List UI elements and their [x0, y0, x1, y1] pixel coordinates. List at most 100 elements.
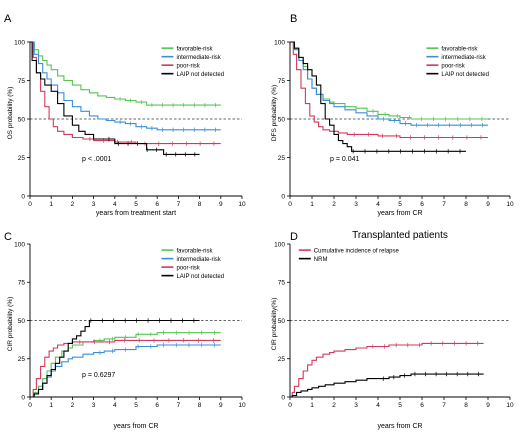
panel-c-x-tick-label: 3	[92, 402, 96, 409]
panel-a-x-tick-label: 9	[219, 201, 223, 208]
panel-c-x-tick-label: 6	[155, 402, 159, 409]
panel-c-y-tick-label: 50	[18, 318, 26, 325]
panel-b-x-tick-label: 10	[506, 201, 514, 208]
panel-a-legend-label: poor-risk	[176, 63, 200, 69]
panel-b-x-tick-label: 2	[332, 201, 336, 208]
panel-b-ylabel: DFS probability (%)	[271, 85, 278, 141]
panel-d-series	[290, 341, 484, 398]
panel-b-x-tick-label: 0	[288, 201, 292, 208]
panel-d-series-line-0	[290, 342, 484, 398]
panel-a-letter: A	[4, 13, 12, 25]
panel-a-x-tick-label: 8	[198, 201, 202, 208]
panel-c-y-tick-label: 100	[14, 241, 25, 248]
panel-a-xlabel: years from treatment start	[96, 210, 176, 217]
panel-a-series-line-1	[30, 41, 221, 131]
panel-d-ylabel: CIR probability(%)	[271, 298, 278, 351]
panel-a-series-line-0	[30, 41, 221, 106]
panel-b-legend-label: poor-risk	[441, 63, 465, 69]
panel-a-x-tick-label: 4	[113, 201, 117, 208]
panel-c-series-line-2	[30, 339, 221, 398]
panel-b-x-tick-label: 7	[442, 201, 446, 208]
panel-b-series-line-2	[290, 41, 488, 139]
panel-d-x-tick-label: 2	[332, 402, 336, 409]
panel-b-x-tick-label: 4	[376, 201, 380, 208]
panel-c-series-line-0	[30, 332, 221, 398]
panel-c-x-tick-label: 0	[28, 402, 32, 409]
panel-a-y-tick-label: 100	[14, 39, 25, 46]
panel-b-legend-label: LAIP not detected	[441, 72, 489, 78]
panel-b-y-tick-label: 0	[281, 193, 285, 200]
panel-d-legend-label: Cumulative incidence of relapse	[314, 248, 400, 254]
panel-c-legend-label: intermediate-risk	[176, 257, 221, 263]
panel-a-annotation: p < .0001	[82, 156, 111, 163]
panel-d-y-tick-label: 100	[274, 241, 285, 248]
panel-d-y-tick-label: 25	[278, 356, 286, 363]
panel-d-y-tick-label: 0	[281, 394, 285, 401]
panel-c-x-tick-label: 2	[71, 402, 75, 409]
panel-a-x-tick-label: 10	[238, 201, 246, 208]
panel-d-x-tick-label: 7	[442, 402, 446, 409]
panel-d-x-tick-label: 9	[486, 402, 490, 409]
panel-d: D Transplanted patients 0 1 2 3 4 5 6 7 8 9 100255…	[271, 230, 514, 430]
panel-c-ylabel: CIR probability (%)	[7, 297, 14, 352]
panel-b-x-tick-label: 1	[310, 201, 314, 208]
panel-c-series-line-1	[30, 344, 221, 398]
panel-b-x-tick-label: 9	[486, 201, 490, 208]
panel-c-x-tick-label: 8	[198, 402, 202, 409]
panel-c-x-tick-label: 4	[113, 402, 117, 409]
panel-d-legend: Cumulative incidence of relapse NRM	[298, 248, 400, 263]
panel-b-x-tick-label: 6	[420, 201, 424, 208]
panel-d-y-tick-label: 75	[278, 280, 286, 287]
panel-b-series	[290, 41, 488, 154]
panel-c-legend: favorable-risk intermediate-risk poor-risk…	[161, 248, 224, 280]
panel-c-annotation: p = 0.6297	[82, 372, 115, 379]
panel-b-series-line-0	[290, 41, 488, 120]
panel-b-y-tick-label: 100	[274, 39, 285, 46]
panel-a-series	[30, 41, 221, 157]
panel-d-x-tick-label: 8	[464, 402, 468, 409]
panel-c-legend-label: poor-risk	[176, 265, 200, 271]
panel-b-letter: B	[290, 13, 297, 25]
panel-a-y-tick-label: 0	[21, 193, 25, 200]
panel-c-legend-label: favorable-risk	[176, 248, 213, 254]
panel-c-series-line-3	[30, 319, 200, 398]
panel-c-y-tick-label: 25	[18, 356, 26, 363]
panel-d-x-tick-label: 0	[288, 402, 292, 409]
panel-d-x-tick-label: 3	[354, 402, 358, 409]
panel-c-series	[30, 318, 221, 398]
panel-a-series-line-3	[30, 41, 200, 155]
panel-a-legend-label: favorable-risk	[176, 46, 213, 52]
panel-a-y-tick-label: 25	[18, 155, 26, 162]
panel-b-series-line-1	[290, 41, 488, 126]
panel-d-letter: D	[290, 231, 298, 243]
panel-c-x-tick-label: 5	[134, 402, 138, 409]
panel-c-x-tick-label: 10	[238, 402, 246, 409]
panel-c-x-tick-label: 9	[219, 402, 223, 409]
panel-d-series-line-1	[290, 373, 484, 398]
panel-d-x-tick-label: 6	[420, 402, 424, 409]
panel-a-x-tick-label: 6	[155, 201, 159, 208]
panel-a-x-tick-label: 2	[71, 201, 75, 208]
panel-d-x-tick-label: 5	[398, 402, 402, 409]
panel-d-x-tick-label: 1	[310, 402, 314, 409]
panel-c-legend-label: LAIP not detected	[176, 274, 224, 280]
panel-b-series-line-3	[290, 41, 466, 152]
panel-c-xlabel: years from CR	[113, 423, 158, 430]
panel-d-xlabel: years from CR	[377, 423, 422, 430]
panel-b-annotation: p = 0.041	[330, 156, 359, 163]
panel-c-x-tick-label: 7	[177, 402, 181, 409]
panel-d-y-tick-label: 50	[278, 318, 286, 325]
panel-a-x-tick-label: 3	[92, 201, 96, 208]
panel-b-legend: favorable-risk intermediate-risk poor-risk…	[426, 46, 489, 78]
panel-a-x-tick-label: 0	[28, 201, 32, 208]
panel-a-legend-label: intermediate-risk	[176, 55, 221, 61]
panel-b-x-tick-label: 3	[354, 201, 358, 208]
panel-a-y-tick-label: 50	[18, 116, 26, 123]
panel-c-y-tick-label: 0	[21, 394, 25, 401]
panel-c-x-tick-label: 1	[49, 402, 53, 409]
